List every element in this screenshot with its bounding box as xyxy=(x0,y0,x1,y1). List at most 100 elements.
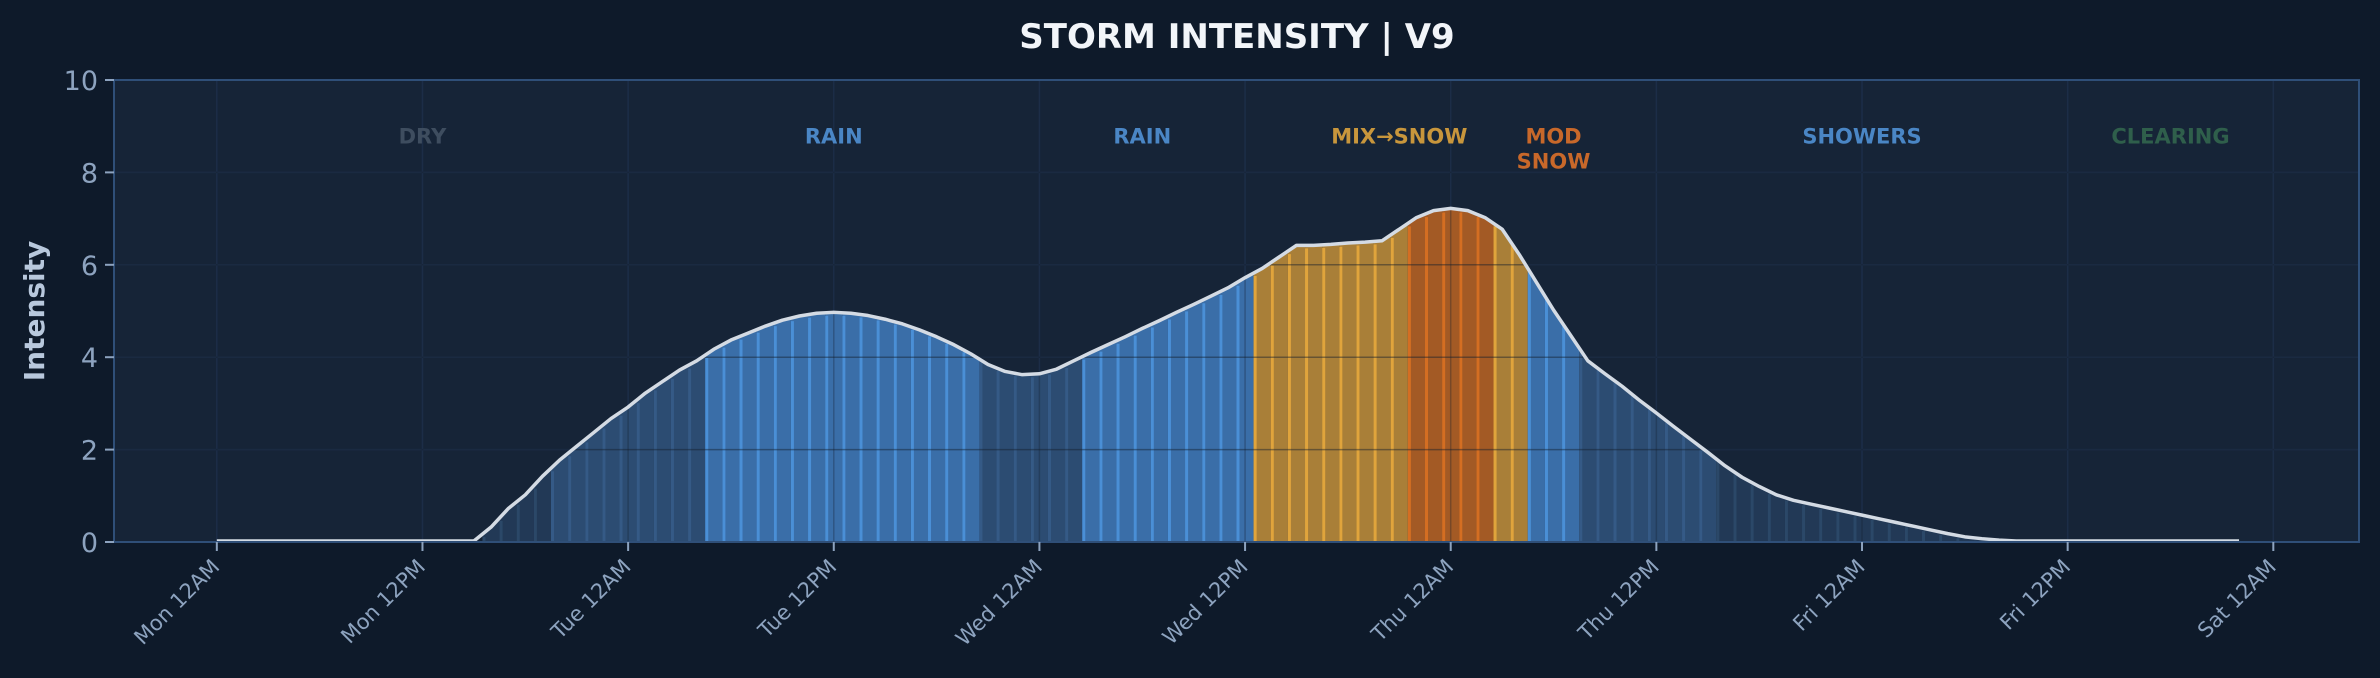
plot-border xyxy=(113,79,2360,543)
bar-mix xyxy=(1373,235,1391,543)
bar-rain xyxy=(1150,317,1168,542)
bar-rain xyxy=(962,350,980,542)
bar-moderate xyxy=(551,454,569,542)
intensity-line xyxy=(216,206,2240,543)
bar-rain xyxy=(1236,274,1254,542)
bar-rain xyxy=(1202,292,1220,542)
bar-mix xyxy=(1493,224,1511,542)
bar-moderate xyxy=(996,368,1014,542)
bar-rain xyxy=(722,337,740,542)
bar-rain xyxy=(893,322,911,542)
bar-light xyxy=(1853,514,1871,542)
bar-mix xyxy=(1390,224,1408,542)
bar-moderate xyxy=(670,366,689,542)
bar-moderate xyxy=(1664,420,1683,542)
bar-moderate xyxy=(585,426,603,542)
bar-light xyxy=(533,469,552,542)
bar-moderate xyxy=(602,413,620,542)
y-axis-label: Intensity xyxy=(18,241,51,382)
bar-rain xyxy=(808,313,826,542)
bar-snow xyxy=(1407,215,1426,542)
bar-light xyxy=(1819,506,1837,542)
bar-rain xyxy=(859,315,877,542)
bar-rain xyxy=(705,345,723,542)
bar-rain xyxy=(1219,283,1237,542)
bar-snow xyxy=(1476,215,1494,542)
bar-light xyxy=(1767,491,1785,542)
bar-snow xyxy=(1442,209,1460,543)
bar-moderate xyxy=(1579,349,1597,542)
phase-label: RAIN xyxy=(1113,124,1171,148)
bar-rain xyxy=(1185,301,1203,542)
bar-mix xyxy=(1339,243,1357,542)
grid-over xyxy=(114,80,2359,542)
bar-rain xyxy=(1082,349,1100,542)
bar-light xyxy=(1887,521,1905,542)
bar-mix xyxy=(1305,245,1323,542)
phase-label: CLEARING xyxy=(2111,124,2229,148)
bar-light xyxy=(1784,498,1803,542)
bar-moderate xyxy=(688,356,706,542)
y-tick-label: 0 xyxy=(81,528,98,559)
bar-rain xyxy=(928,334,946,542)
bar-rain xyxy=(756,324,774,542)
bar-rain xyxy=(1116,333,1134,542)
bar-rain xyxy=(1562,323,1580,542)
bar-rain xyxy=(790,315,809,542)
phase-label: SNOW xyxy=(1517,149,1591,173)
chart-title: STORM INTENSITY | V9 xyxy=(1019,17,1454,57)
bar-mix xyxy=(1356,242,1374,542)
bar-rain xyxy=(1099,341,1117,542)
bar-moderate xyxy=(1613,380,1631,542)
bar-mix xyxy=(1270,252,1288,542)
bar-rain xyxy=(876,318,894,542)
bar-light xyxy=(1870,517,1888,542)
phase-label: MOD xyxy=(1525,124,1581,148)
bar-moderate xyxy=(1630,394,1648,542)
bar-light xyxy=(1733,472,1751,542)
phase-label: RAIN xyxy=(805,124,863,148)
bar-moderate xyxy=(619,401,637,542)
bar-light xyxy=(1904,525,1922,542)
bar-moderate xyxy=(1596,368,1614,542)
bar-light xyxy=(1716,459,1734,542)
bar-light xyxy=(1836,510,1854,542)
bar-rain xyxy=(773,319,791,542)
phase-label: SHOWERS xyxy=(1802,124,1921,148)
bar-moderate xyxy=(568,440,586,542)
bar-light xyxy=(1939,532,1957,542)
phase-label: MIX→SNOW xyxy=(1331,124,1467,148)
bar-light xyxy=(1802,503,1820,542)
bar-rain xyxy=(1527,269,1545,542)
bar-rain xyxy=(1544,297,1563,542)
phase-label: DRY xyxy=(399,124,447,148)
bar-rain xyxy=(945,341,963,542)
bar-snow xyxy=(1459,210,1477,542)
bar-moderate xyxy=(653,376,671,542)
y-tick-label: 10 xyxy=(64,66,98,97)
y-tick-label: 4 xyxy=(81,343,98,374)
bar-mix xyxy=(1287,246,1306,542)
bar-moderate xyxy=(1047,365,1066,542)
bar-snow xyxy=(1425,210,1443,542)
bar-light xyxy=(1750,482,1768,542)
bar-rain xyxy=(842,313,860,542)
y-tick-label: 6 xyxy=(81,251,98,282)
bar-rain xyxy=(910,327,929,542)
bar-moderate xyxy=(1682,433,1700,542)
y-tick-label: 8 xyxy=(81,158,98,189)
bar-moderate xyxy=(1013,374,1031,542)
bar-mix xyxy=(1253,263,1271,542)
y-tick-label: 2 xyxy=(81,436,98,467)
bar-mix xyxy=(1322,244,1340,542)
bar-moderate xyxy=(1647,407,1665,542)
bar-moderate xyxy=(636,388,654,542)
bar-rain xyxy=(1133,325,1151,542)
bar-light xyxy=(499,502,517,542)
bar-rain xyxy=(1167,309,1186,542)
bar-mix xyxy=(1510,242,1528,543)
bar-rain xyxy=(739,330,757,542)
bar-moderate xyxy=(979,360,997,542)
